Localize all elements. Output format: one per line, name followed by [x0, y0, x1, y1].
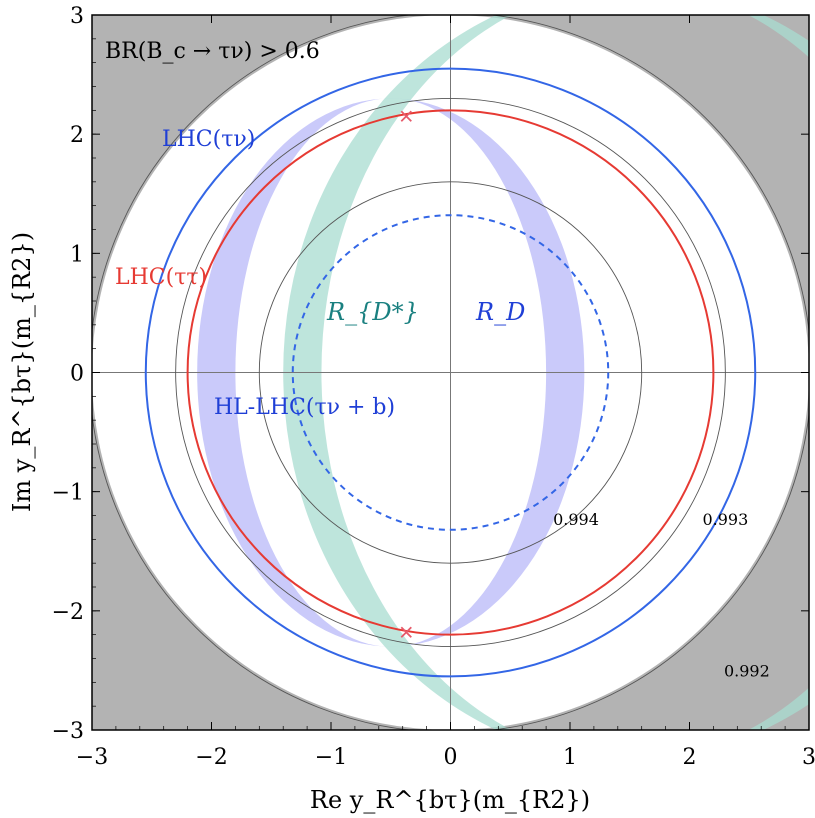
x-tick-label: −2	[195, 745, 227, 770]
x-tick-label: 3	[802, 745, 815, 770]
annotation-br: BR(B_c → τν) > 0.6	[105, 39, 320, 64]
y-tick-label: −3	[52, 719, 84, 744]
ticks: −3−3 −2 −2 −1 −1 0 0 1 1 2 2 3 3	[52, 4, 815, 770]
x-tick-label: 2	[683, 745, 697, 770]
limit-circle-2	[291, 214, 610, 531]
y-tick-label: 3	[70, 4, 84, 29]
limit-circle-0	[144, 67, 757, 678]
label-lhc-tau-nu: LHC(τν)	[162, 127, 255, 152]
label-hl-lhc: HL-LHC(τν + b)	[214, 395, 395, 420]
y-tick-label: 2	[70, 123, 84, 148]
plot-content: 0.994 0.993 0.992	[92, 15, 809, 730]
excluded-region	[92, 15, 809, 730]
best-fit-marker	[400, 110, 412, 122]
x-tick-label: −1	[315, 745, 347, 770]
x-tick-label: 1	[563, 745, 577, 770]
y-tick-label: −1	[52, 481, 84, 506]
x-tick-label: 0	[444, 745, 458, 770]
label-rd: R_D	[475, 298, 525, 326]
x-axis-title: Re y_R^{bτ}(m_{R2})	[310, 786, 590, 814]
y-tick-label: 0	[70, 362, 84, 387]
y-tick-label: 1	[70, 242, 84, 267]
y-axis-title: Im y_R^{bτ}(m_{R2})	[8, 232, 36, 512]
gray-contour-0.994	[258, 181, 643, 564]
contour-label-0.993: 0.993	[702, 510, 748, 529]
gray-contour-0.993	[175, 97, 726, 648]
limit-circle-1	[186, 109, 715, 636]
label-rds: R_{D*}	[326, 298, 419, 326]
x-tick-label: −3	[76, 745, 108, 770]
contour-label-0.994: 0.994	[553, 510, 599, 529]
contour-label-0.992: 0.992	[724, 661, 770, 680]
label-lhc-tau-tau: LHC(ττ)	[115, 265, 207, 290]
y-tick-label: −2	[52, 600, 84, 625]
best-fit-marker	[400, 626, 412, 638]
